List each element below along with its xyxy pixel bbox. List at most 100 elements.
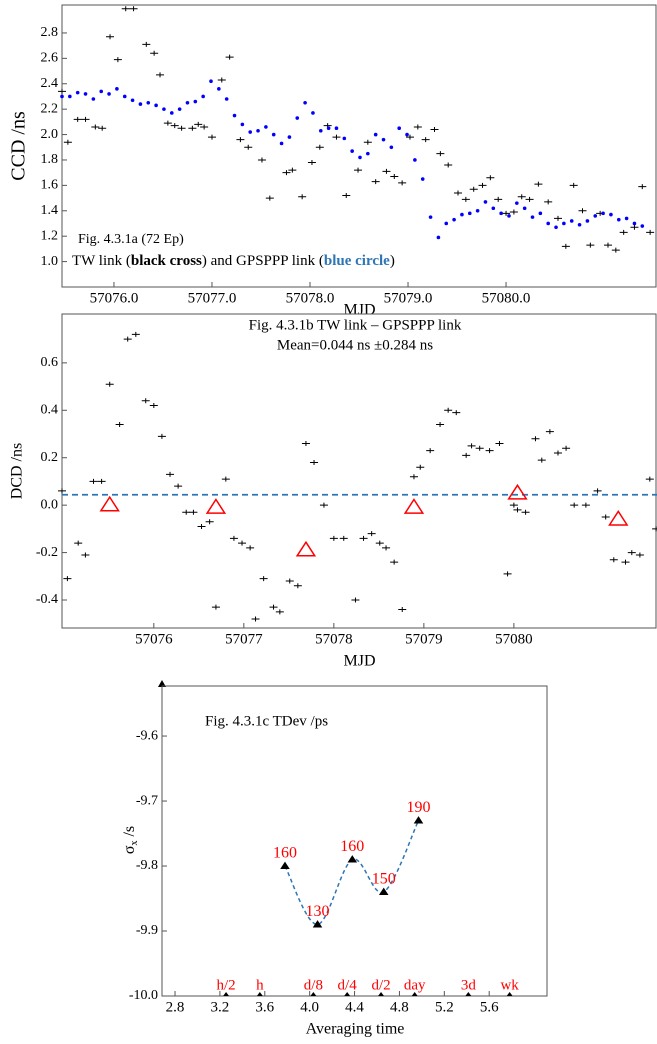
cross-marker [537, 457, 546, 463]
cross-marker [251, 616, 260, 622]
cross-marker [478, 182, 487, 188]
axis-label-part: σ [121, 845, 138, 854]
cross-marker [509, 502, 518, 508]
cross-marker [156, 72, 165, 78]
y-tick-label: -9.6 [136, 728, 158, 743]
time-mark-label: h [256, 977, 264, 993]
dot-marker [569, 219, 574, 223]
cross-marker [269, 604, 278, 610]
cross-marker [339, 535, 348, 541]
time-mark [344, 992, 351, 996]
y-tick-label: 2.6 [41, 51, 59, 66]
time-mark [223, 992, 230, 996]
cross-marker [645, 476, 654, 482]
cross-marker [363, 139, 372, 145]
cross-marker [603, 242, 612, 248]
dot-marker [515, 201, 519, 205]
cross-marker [319, 502, 328, 508]
dot-marker [311, 111, 315, 115]
x-tick-label: 4.4 [345, 999, 364, 1015]
x-tick-label: 3.2 [211, 999, 230, 1015]
x-tick-label: 2.8 [166, 999, 185, 1015]
cross-marker [221, 476, 230, 482]
dot-marker [342, 136, 347, 141]
dot-marker [507, 214, 511, 218]
cross-marker [123, 336, 132, 342]
x-tick-label: 57079 [405, 631, 443, 647]
dot-marker [350, 149, 354, 153]
dot-marker [295, 116, 300, 120]
cross-marker [282, 170, 291, 176]
cross-marker [73, 116, 82, 122]
cross-marker [211, 604, 220, 610]
cross-marker [170, 123, 179, 129]
cross-marker [609, 557, 618, 563]
cross-marker [502, 210, 511, 216]
x-axis-label: MJD [343, 653, 375, 670]
cross-marker [627, 550, 636, 556]
dot-marker [185, 101, 190, 105]
cross-marker [398, 180, 407, 186]
axis-arrow [158, 680, 166, 687]
dot-marker [413, 158, 417, 162]
cross-marker [405, 134, 414, 140]
dot-marker [616, 217, 621, 222]
dot-marker [279, 141, 284, 146]
dot-marker [554, 225, 558, 230]
cross-marker [301, 440, 310, 446]
dot-marker [209, 79, 213, 84]
y-axis-label: σx/s [121, 826, 141, 854]
triangle-marker [295, 540, 317, 557]
cross-marker [426, 448, 435, 454]
time-mark [465, 992, 472, 996]
cross-marker [444, 162, 453, 168]
cross-marker [525, 196, 534, 202]
y-tick-label: 0.6 [41, 355, 59, 370]
y-tick-label: 1.4 [41, 203, 59, 218]
cross-marker [375, 540, 384, 546]
cross-marker [129, 6, 138, 12]
y-tick-label: 0.0 [41, 497, 59, 512]
dot-marker [193, 99, 198, 104]
cross-marker [553, 215, 562, 221]
triangle-marker [99, 495, 120, 512]
dot-marker [99, 89, 104, 94]
x-axis-label: MJD [343, 302, 375, 319]
triangle-marker [378, 887, 389, 895]
cross-marker [475, 445, 484, 451]
cross-marker [553, 450, 562, 456]
y-tick-label: -9.7 [136, 793, 158, 808]
dot-marker [256, 128, 260, 133]
time-mark-label: d/2 [371, 977, 390, 993]
dot-marker [475, 208, 480, 213]
dot-marker [522, 206, 527, 211]
cross-marker [142, 41, 151, 47]
x-tick-label: 4.8 [390, 999, 409, 1015]
dot-marker [287, 135, 292, 139]
dot-marker [389, 145, 394, 150]
cross-marker [619, 229, 628, 235]
cross-marker [354, 167, 363, 173]
note-text: ) and GPSPPP link ( [202, 253, 324, 269]
triangle-marker [347, 855, 358, 863]
cross-marker [310, 459, 319, 465]
dot-marker [303, 101, 307, 105]
dot-marker [609, 212, 613, 217]
dot-marker [624, 216, 629, 221]
cross-marker [275, 609, 284, 615]
dot-marker [460, 212, 464, 217]
chart-title: Fig. 4.3.1b TW link – GPSPPP link [249, 317, 462, 333]
cross-marker [452, 410, 461, 416]
time-mark [310, 992, 317, 996]
time-mark-label: day [404, 977, 426, 993]
y-tick-label: 1.6 [41, 178, 59, 193]
cross-marker [207, 134, 216, 140]
dot-marker [585, 219, 590, 223]
x-tick-label: 57078.0 [286, 290, 335, 306]
cross-marker [503, 571, 512, 577]
cross-marker [544, 199, 553, 205]
cross-marker [413, 124, 422, 130]
time-mark [378, 992, 385, 996]
cross-marker [630, 224, 639, 230]
dot-marker [467, 211, 472, 216]
